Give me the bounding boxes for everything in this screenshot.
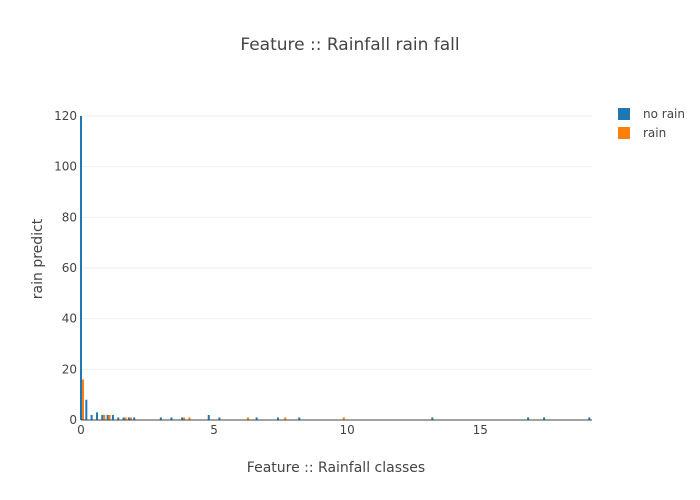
- bar-no-rain[interactable]: [95, 412, 98, 420]
- bar-rain[interactable]: [342, 417, 345, 420]
- bar-rain[interactable]: [108, 414, 111, 420]
- x-tick-label: 5: [210, 423, 218, 437]
- y-axis-title: rain predict: [30, 218, 46, 299]
- bar-rain[interactable]: [103, 414, 106, 420]
- legend-label[interactable]: rain: [643, 126, 666, 140]
- bars: [80, 116, 591, 420]
- bar-no-rain[interactable]: [133, 417, 136, 420]
- bar-no-rain[interactable]: [255, 417, 258, 420]
- bar-no-rain[interactable]: [218, 417, 221, 420]
- bar-no-rain[interactable]: [90, 414, 93, 420]
- bar-no-rain[interactable]: [588, 417, 591, 420]
- bar-rain[interactable]: [247, 417, 250, 420]
- legend-swatch[interactable]: [618, 127, 630, 139]
- bar-rain[interactable]: [129, 417, 132, 420]
- bar-no-rain[interactable]: [276, 417, 279, 420]
- y-tick-label: 100: [54, 160, 77, 174]
- bar-no-rain[interactable]: [527, 417, 530, 420]
- bar-no-rain[interactable]: [85, 399, 88, 420]
- y-tick-label: 60: [62, 261, 77, 275]
- y-tick-label: 120: [54, 109, 77, 123]
- bar-no-rain[interactable]: [111, 414, 114, 420]
- bar-no-rain[interactable]: [159, 417, 162, 420]
- x-axis-title: Feature :: Rainfall classes: [247, 460, 425, 476]
- y-tick-label: 40: [62, 312, 77, 326]
- bar-no-rain[interactable]: [122, 417, 125, 420]
- x-tick-label: 10: [340, 423, 355, 437]
- bar-no-rain[interactable]: [431, 417, 434, 420]
- bar-no-rain[interactable]: [298, 417, 301, 420]
- bar-rain[interactable]: [82, 379, 84, 420]
- bar-no-rain[interactable]: [101, 414, 104, 420]
- y-tick-label: 20: [62, 362, 77, 376]
- legend[interactable]: no rain rain: [618, 107, 685, 140]
- bar-no-rain[interactable]: [80, 116, 82, 420]
- bar-no-rain[interactable]: [170, 417, 173, 420]
- bar-rain[interactable]: [183, 417, 186, 420]
- bar-rain[interactable]: [124, 417, 127, 420]
- bar-rain[interactable]: [188, 417, 191, 420]
- y-tick-labels: 0 20 40 60 80 100 120: [54, 109, 77, 427]
- gridlines: [81, 115, 592, 370]
- y-tick-label: 80: [62, 210, 77, 224]
- bar-no-rain[interactable]: [207, 414, 210, 420]
- x-tick-label: 0: [77, 423, 85, 437]
- legend-label[interactable]: no rain: [643, 107, 685, 121]
- bar-no-rain[interactable]: [181, 417, 184, 420]
- bar-no-rain[interactable]: [106, 414, 109, 420]
- legend-swatch[interactable]: [618, 108, 630, 120]
- bar-no-rain[interactable]: [117, 417, 120, 420]
- x-tick-labels: 0 5 10 15: [77, 423, 488, 437]
- x-tick-label: 15: [473, 423, 488, 437]
- chart-title: Feature :: Rainfall rain fall: [240, 35, 459, 55]
- bar-rain[interactable]: [284, 417, 287, 420]
- bar-no-rain[interactable]: [127, 417, 130, 420]
- y-tick-label: 0: [69, 413, 77, 427]
- bar-no-rain[interactable]: [543, 417, 546, 420]
